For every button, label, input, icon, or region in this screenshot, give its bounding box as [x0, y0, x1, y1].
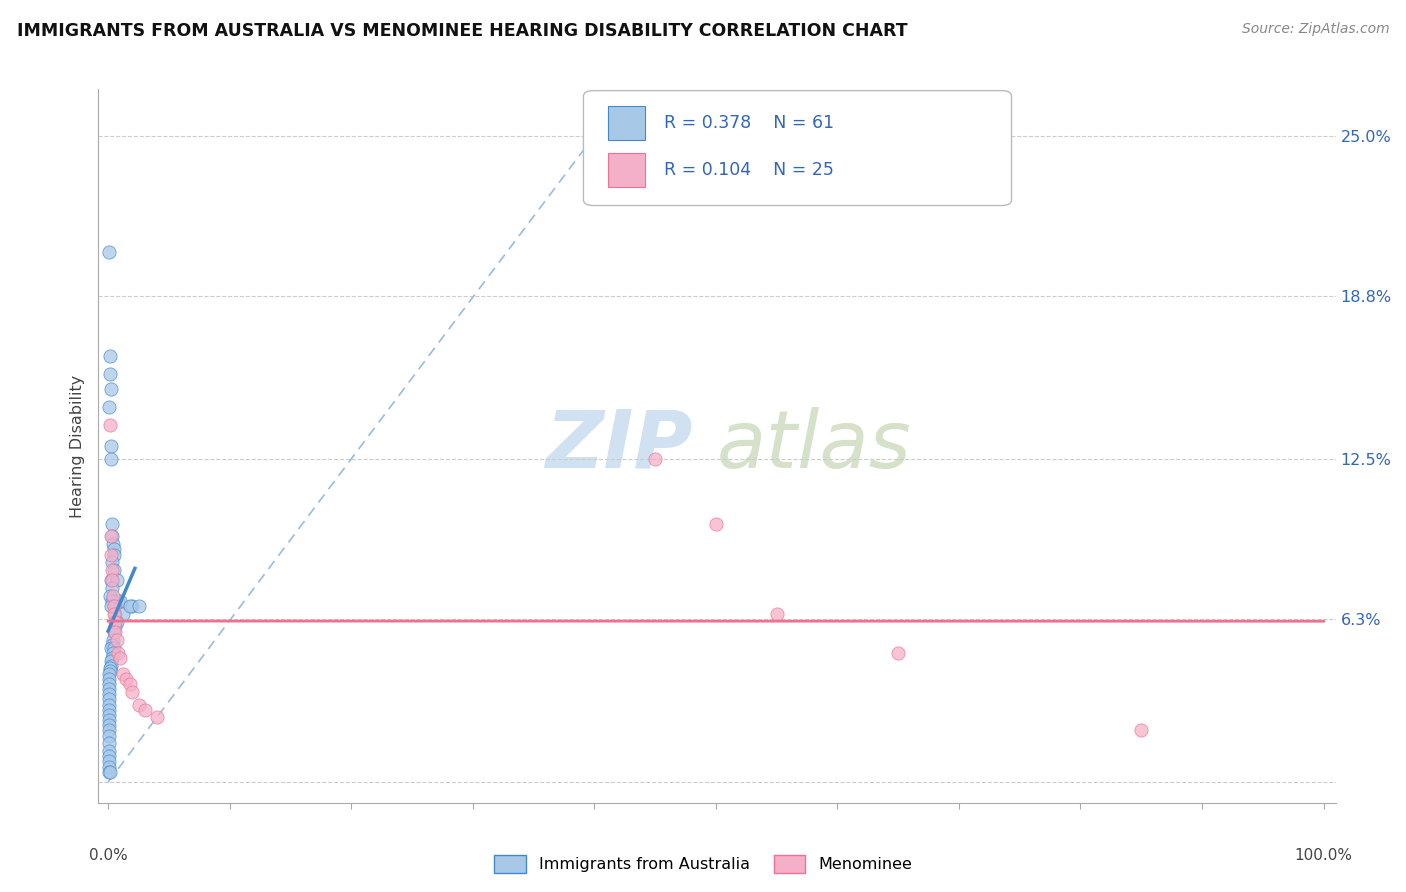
- Point: [104, 625, 127, 640]
- Point: [98, 666, 121, 681]
- Y-axis label: Hearing Disability: Hearing Disability: [70, 375, 86, 517]
- Point: [98, 418, 121, 433]
- Point: [103, 607, 125, 621]
- Point: [101, 581, 124, 595]
- Point: [765, 607, 787, 621]
- Point: [110, 651, 132, 665]
- Point: [98, 681, 121, 696]
- Point: [101, 563, 124, 577]
- Point: [103, 625, 125, 640]
- Point: [100, 574, 122, 588]
- Point: [101, 516, 124, 531]
- Point: [103, 548, 125, 562]
- Point: [100, 529, 122, 543]
- Point: [98, 677, 121, 691]
- Point: [98, 349, 121, 363]
- Text: R = 0.104    N = 25: R = 0.104 N = 25: [664, 161, 834, 179]
- Point: [101, 651, 124, 665]
- Point: [98, 692, 121, 706]
- Point: [101, 555, 124, 569]
- Point: [110, 594, 132, 608]
- Point: [98, 703, 121, 717]
- Point: [98, 367, 121, 381]
- Point: [101, 537, 124, 551]
- Point: [98, 749, 121, 764]
- Point: [101, 594, 124, 608]
- FancyBboxPatch shape: [583, 91, 1011, 205]
- FancyBboxPatch shape: [609, 153, 645, 187]
- Point: [98, 759, 121, 773]
- Point: [100, 640, 122, 655]
- Point: [98, 661, 121, 675]
- FancyBboxPatch shape: [609, 105, 645, 140]
- Point: [107, 594, 129, 608]
- Point: [101, 529, 124, 543]
- Text: ZIP: ZIP: [546, 407, 692, 485]
- Point: [100, 548, 122, 562]
- Point: [98, 713, 121, 727]
- Point: [134, 703, 156, 717]
- Point: [704, 516, 727, 531]
- Point: [103, 599, 125, 614]
- Point: [100, 654, 122, 668]
- Point: [107, 646, 129, 660]
- Point: [104, 620, 127, 634]
- Point: [111, 666, 134, 681]
- Point: [118, 677, 141, 691]
- Point: [121, 684, 143, 698]
- Point: [98, 687, 121, 701]
- Point: [101, 589, 124, 603]
- Point: [118, 599, 141, 614]
- Point: [104, 615, 127, 629]
- Point: [128, 698, 150, 712]
- Point: [644, 451, 666, 466]
- Point: [98, 589, 121, 603]
- Point: [100, 382, 122, 396]
- Point: [103, 640, 125, 655]
- Point: [103, 599, 125, 614]
- Point: [105, 632, 128, 647]
- Legend: Immigrants from Australia, Menominee: Immigrants from Australia, Menominee: [488, 848, 918, 880]
- Point: [101, 632, 124, 647]
- Point: [98, 764, 121, 779]
- Text: R = 0.378    N = 61: R = 0.378 N = 61: [664, 113, 834, 132]
- Point: [103, 563, 125, 577]
- Point: [104, 607, 127, 621]
- Point: [101, 646, 124, 660]
- Text: 100.0%: 100.0%: [1295, 847, 1353, 863]
- Point: [98, 401, 121, 415]
- Point: [103, 542, 125, 557]
- Point: [98, 672, 121, 686]
- Point: [100, 439, 122, 453]
- Point: [98, 718, 121, 732]
- Text: 0.0%: 0.0%: [89, 847, 128, 863]
- Text: IMMIGRANTS FROM AUSTRALIA VS MENOMINEE HEARING DISABILITY CORRELATION CHART: IMMIGRANTS FROM AUSTRALIA VS MENOMINEE H…: [17, 22, 907, 40]
- Point: [115, 672, 138, 686]
- Point: [105, 615, 128, 629]
- Point: [98, 764, 121, 779]
- Point: [128, 599, 150, 614]
- Point: [1130, 723, 1153, 738]
- Point: [887, 646, 910, 660]
- Point: [98, 698, 121, 712]
- Point: [121, 599, 143, 614]
- Point: [98, 245, 121, 260]
- Point: [98, 755, 121, 769]
- Point: [98, 707, 121, 722]
- Text: Source: ZipAtlas.com: Source: ZipAtlas.com: [1241, 22, 1389, 37]
- Point: [145, 710, 167, 724]
- Point: [100, 451, 122, 466]
- Point: [101, 638, 124, 652]
- Point: [98, 729, 121, 743]
- Point: [98, 723, 121, 738]
- Point: [98, 664, 121, 678]
- Point: [100, 658, 122, 673]
- Point: [100, 599, 122, 614]
- Point: [105, 574, 128, 588]
- Point: [98, 744, 121, 758]
- Text: atlas: atlas: [717, 407, 912, 485]
- Point: [98, 736, 121, 750]
- Point: [101, 574, 124, 588]
- Point: [111, 607, 134, 621]
